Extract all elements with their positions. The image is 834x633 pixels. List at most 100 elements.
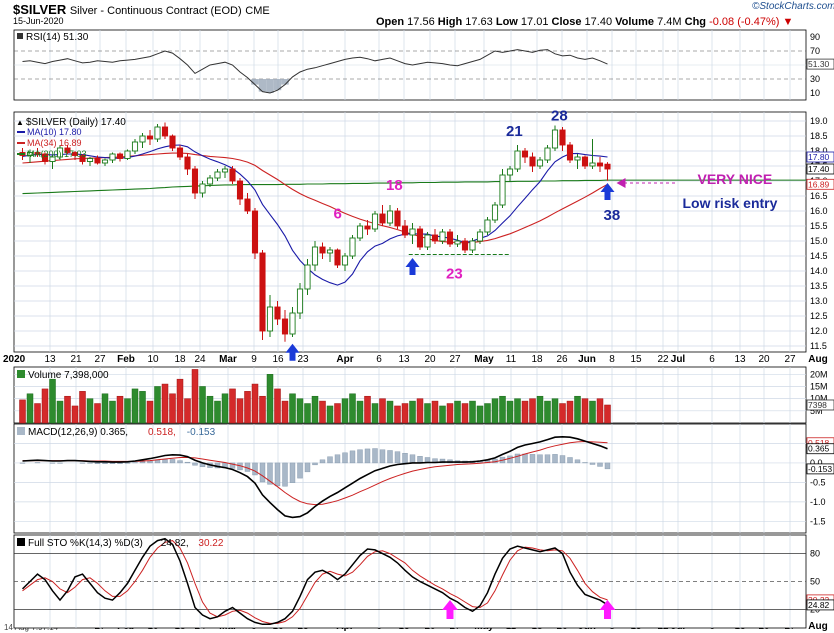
x-axis-label: 18 [531, 354, 543, 365]
volume-tick-label: 15M [810, 381, 828, 391]
price-candle [296, 288, 304, 314]
macd-legend-1: 0.518, [148, 427, 176, 438]
volume-bar [86, 398, 94, 424]
price-candle [64, 147, 71, 153]
sto-legend-swatch [17, 538, 25, 546]
price-candle [244, 198, 251, 212]
price-candle [124, 150, 131, 159]
price-candle [229, 168, 236, 182]
price-candle [379, 213, 386, 224]
price-candle [214, 171, 221, 179]
price-title: $SILVER (Daily) 17.40 [26, 117, 126, 128]
price-tick-label: 11.5 [810, 341, 827, 351]
price-candle [146, 135, 154, 140]
chart-header: $SILVER Silver - Continuous Contract (EO… [0, 0, 834, 28]
x-axis-label: 6 [376, 354, 382, 365]
price-candle [281, 318, 289, 335]
price-candle [356, 225, 364, 239]
price-tick-label: 14.0 [810, 266, 828, 276]
macd-histogram-bar [94, 462, 101, 464]
macd-histogram-bar [147, 460, 153, 464]
x-axis-label: 22 [657, 354, 669, 365]
price-candle [169, 135, 176, 149]
volume-bar [454, 400, 461, 424]
price-tick-label: 19.0 [810, 116, 828, 126]
macd-right-label: 0.365 [808, 444, 830, 454]
volume-bar [491, 398, 499, 424]
price-candle [529, 156, 536, 167]
macd-histogram-bar [139, 461, 146, 464]
volume-bar [536, 395, 544, 424]
x-axis-label: 20 [424, 354, 436, 365]
macd-histogram-bar [177, 460, 183, 464]
price-candle [491, 204, 499, 221]
price-candle [499, 174, 506, 206]
price-annotation-4: 28 [551, 107, 568, 124]
volume-bar [184, 398, 191, 424]
volume-bar [484, 403, 491, 424]
macd-histogram-bar [537, 454, 543, 464]
quote-value-volume: 7.4M [657, 16, 685, 28]
rsi-oversold-fill [273, 79, 282, 91]
volume-bar [236, 398, 244, 424]
price-candle [446, 231, 454, 245]
macd-histogram-bar [559, 455, 566, 464]
macd-tick-label: 0.0 [810, 458, 823, 468]
volume-last-label-box [806, 399, 834, 411]
price-candle [266, 306, 274, 332]
price-candle [116, 153, 124, 159]
x-axis-label: 27 [94, 354, 106, 365]
macd-histogram-bar [334, 454, 341, 464]
price-candle [349, 237, 356, 257]
volume-bar [364, 395, 371, 424]
volume-bar [109, 400, 116, 424]
price-annotation-0: 6 [334, 206, 342, 223]
volume-bar [506, 400, 514, 424]
price-candle [386, 210, 394, 224]
volume-bar [289, 393, 296, 424]
volume-bar [319, 400, 326, 424]
price-candle [514, 150, 521, 170]
price-candle [236, 180, 244, 200]
volume-bar [199, 386, 206, 424]
volume-bar [131, 388, 139, 424]
quote-label-volume: Volume [615, 16, 658, 28]
price-tick-label: 15.0 [810, 236, 828, 246]
volume-bar [356, 400, 364, 424]
macd-histogram-bar [289, 462, 296, 483]
volume-bar [371, 403, 379, 424]
volume-last-label: 7398 [808, 400, 827, 410]
price-annotation-2: 23 [446, 266, 463, 283]
macd-histogram-bar [304, 462, 311, 473]
volume-bar [551, 398, 559, 424]
price-tick-label: 13.5 [810, 281, 828, 291]
macd-histogram-bar [357, 449, 363, 464]
macd-histogram-bar [312, 462, 318, 466]
sto-tick-label: 50 [810, 577, 820, 587]
sto-legend-2: 30.22 [198, 538, 223, 549]
macd-tick-label: -1.0 [810, 497, 826, 507]
price-annotation-1: 18 [386, 177, 403, 194]
macd-histogram-bar [117, 462, 123, 464]
macd-histogram-bar [589, 462, 596, 465]
price-candle [409, 228, 416, 236]
price-candle [94, 158, 101, 164]
price-annotation-7: Low risk entry [683, 195, 778, 211]
volume-bar [349, 393, 356, 424]
price-tick-label: 14.5 [810, 251, 828, 261]
chart-date: 15-Jun-2020 [13, 16, 64, 26]
x-axis-label: Apr [336, 354, 353, 365]
macd-histogram-bar [319, 459, 326, 464]
macd-histogram-bar [252, 462, 258, 476]
quote-value-close: 17.40 [584, 16, 616, 28]
dashed-pointer-arrowhead-icon [616, 178, 626, 188]
macd-histogram-bar [274, 462, 281, 487]
volume-bar [56, 400, 64, 424]
macd-histogram-bar [169, 459, 176, 464]
volume-bar [409, 400, 416, 424]
macd-histogram-bar [552, 454, 558, 464]
price-candle [274, 306, 281, 320]
price-candle [41, 153, 49, 162]
volume-tick-label: 20M [810, 369, 828, 379]
macd-histogram-bar [379, 449, 386, 464]
